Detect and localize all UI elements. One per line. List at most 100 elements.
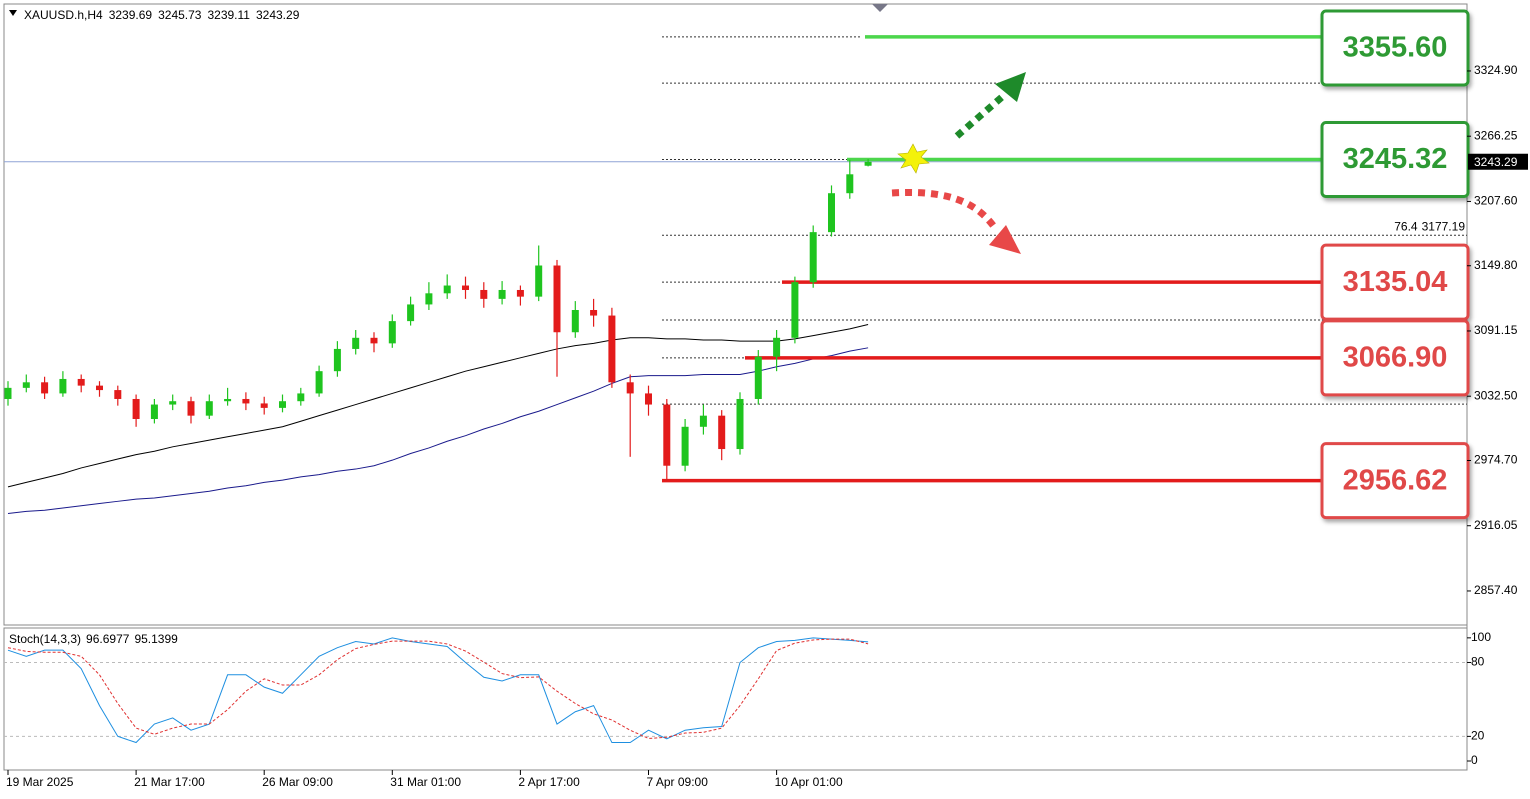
candle-body bbox=[370, 337, 378, 344]
candle-body bbox=[864, 161, 872, 166]
level-box bbox=[1320, 243, 1470, 321]
down-arrow-shaft bbox=[891, 189, 998, 231]
header-close: 3243.29 bbox=[256, 8, 300, 22]
candle-body bbox=[77, 378, 85, 386]
candle-body bbox=[773, 337, 781, 357]
menu-triangle bbox=[9, 10, 17, 16]
osc-tick-label: 100 bbox=[1471, 630, 1491, 644]
y-tick-label: 3207.60 bbox=[1474, 194, 1518, 208]
oscillator-line bbox=[7, 637, 869, 744]
candle-body bbox=[791, 282, 799, 338]
candle-body bbox=[260, 403, 268, 408]
candle-body bbox=[608, 315, 616, 383]
y-tick-label: 2974.70 bbox=[1474, 453, 1518, 467]
level-label: 3135.04 bbox=[1343, 266, 1448, 298]
price-tag bbox=[1468, 153, 1528, 170]
y-tick-label: 3032.50 bbox=[1474, 388, 1518, 402]
symbol: XAUUSD.h,H4 bbox=[24, 8, 103, 22]
candle-body bbox=[41, 382, 49, 394]
chart-header: XAUUSD.h,H4 3239.69 3245.73 3239.11 3243.29 bbox=[24, 8, 300, 22]
y-tick-label: 3266.25 bbox=[1474, 128, 1518, 142]
price-tag-label: 3243.29 bbox=[1474, 155, 1518, 169]
candle-body bbox=[645, 393, 652, 405]
level-box bbox=[1320, 9, 1470, 87]
candle-body bbox=[736, 398, 744, 450]
fib-price: 3177.19 bbox=[1422, 219, 1466, 233]
candle-body bbox=[205, 401, 213, 416]
osc-tick-label: 20 bbox=[1471, 729, 1485, 743]
level-box bbox=[1320, 319, 1470, 397]
x-tick-label: 19 Mar 2025 bbox=[6, 775, 74, 789]
y-tick-label: 2916.05 bbox=[1474, 518, 1518, 532]
x-tick-label: 31 Mar 01:00 bbox=[390, 775, 461, 789]
candle-body bbox=[553, 265, 561, 333]
candle-body bbox=[681, 426, 689, 466]
level-label: 3066.90 bbox=[1343, 342, 1448, 374]
candle-body bbox=[315, 371, 323, 394]
overlay: 3355.60 3245.32 3135.04 3066.90 2956.62 bbox=[891, 9, 1470, 520]
x-tick-label: 21 Mar 17:00 bbox=[134, 775, 205, 789]
candle-body bbox=[333, 348, 341, 372]
oscillator-plot bbox=[4, 637, 1467, 744]
y-tick-label: 3091.15 bbox=[1474, 323, 1518, 337]
x-tick-label: 2 Apr 17:00 bbox=[518, 775, 580, 789]
candle-body bbox=[279, 401, 286, 408]
candle-body bbox=[22, 382, 30, 388]
candle-body bbox=[498, 289, 506, 299]
candle-body bbox=[352, 337, 360, 349]
candle-body bbox=[407, 304, 415, 322]
oscillator-name: Stoch(14,3,3) bbox=[9, 632, 81, 646]
candle-body bbox=[754, 356, 762, 399]
level-label: 3245.32 bbox=[1343, 143, 1448, 175]
candle-body bbox=[425, 293, 433, 305]
candle-body bbox=[96, 385, 103, 391]
x-tick-label: 10 Apr 01:00 bbox=[775, 775, 843, 789]
osc-tick-label: 0 bbox=[1471, 753, 1478, 767]
candle-body bbox=[59, 378, 67, 394]
y-tick-label: 2857.40 bbox=[1474, 583, 1518, 597]
candle-body bbox=[663, 404, 671, 466]
candle-body bbox=[443, 285, 451, 294]
level-box bbox=[1320, 442, 1470, 520]
oscillator-line bbox=[7, 638, 869, 739]
fib-label: 76.4 3177.19 bbox=[1394, 219, 1465, 233]
up-arrow-shaft bbox=[954, 94, 1005, 139]
candle-body bbox=[718, 415, 726, 450]
header-low: 3239.11 bbox=[207, 8, 250, 22]
candle-body bbox=[462, 285, 469, 290]
level-label: 2956.62 bbox=[1343, 464, 1448, 496]
oscillator-header: Stoch(14,3,3) 96.6977 95.1399 bbox=[9, 632, 178, 646]
header-high: 3245.73 bbox=[158, 8, 202, 22]
header-open: 3239.69 bbox=[109, 8, 153, 22]
candle-body bbox=[114, 390, 122, 399]
y-tick-label: 3324.90 bbox=[1474, 63, 1518, 77]
down-arrow-head bbox=[989, 225, 1021, 254]
candle-body bbox=[242, 398, 250, 404]
candle-body bbox=[187, 401, 195, 416]
candle-body bbox=[535, 265, 543, 297]
candle-body bbox=[480, 289, 488, 299]
candle-body bbox=[846, 174, 854, 194]
y-tick-label: 3149.80 bbox=[1474, 258, 1518, 272]
x-tick-label: 26 Mar 09:00 bbox=[262, 775, 333, 789]
moving-average bbox=[7, 347, 869, 515]
fib-ratio: 76.4 bbox=[1394, 219, 1418, 233]
candle-body bbox=[571, 309, 579, 333]
candle-body bbox=[4, 387, 12, 399]
osc-tick-label: 80 bbox=[1471, 655, 1485, 669]
breakout-star bbox=[897, 143, 930, 174]
candle-body bbox=[809, 232, 817, 283]
up-arrow-head bbox=[995, 72, 1026, 102]
oscillator-value: 96.6977 bbox=[86, 632, 130, 646]
candle-body bbox=[388, 321, 396, 344]
shift-marker bbox=[872, 4, 888, 12]
moving-average bbox=[7, 323, 869, 488]
main-plot bbox=[4, 35, 1467, 515]
candle-body bbox=[699, 415, 707, 427]
candle-body bbox=[516, 289, 524, 297]
oscillator-value: 95.1399 bbox=[134, 632, 178, 646]
candle-body bbox=[297, 393, 305, 402]
x-tick-label: 7 Apr 09:00 bbox=[647, 775, 709, 789]
